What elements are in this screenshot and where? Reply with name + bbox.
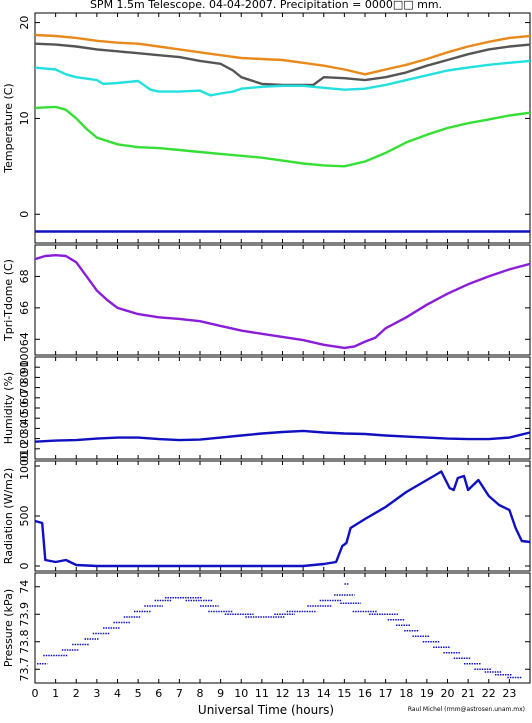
- x-tick-label: 16: [358, 687, 372, 700]
- x-axis-label: Universal Time (hours): [198, 703, 334, 717]
- x-tick-label: 3: [93, 687, 100, 700]
- panel-frame: [34, 356, 531, 460]
- x-tick-label: 5: [135, 687, 142, 700]
- panel-frame: [34, 460, 531, 572]
- y-tick-label: 70: [18, 381, 31, 395]
- y-tick-label: 66: [18, 301, 31, 315]
- y-axis-label: Tpri-Tdome (C): [2, 259, 15, 342]
- x-tick-label: 23: [502, 687, 516, 700]
- y-tick-label: 90: [18, 360, 31, 374]
- x-tick-label: 4: [114, 687, 121, 700]
- x-tick-label: 14: [317, 687, 331, 700]
- y-tick-label: 20: [18, 16, 31, 30]
- series-line-0: [34, 254, 531, 350]
- x-axis: 0 1 2 3 4 5 6 7 8 9 10 11 12 13 14 15 16 17 18 19 20 21 22 23: [32, 687, 517, 700]
- y-tick-label: 500: [18, 506, 31, 527]
- x-tick-label: 8: [197, 687, 204, 700]
- y-axis-label: Humidity (%): [2, 372, 15, 444]
- y-tick-label: 73.9: [18, 602, 31, 627]
- y-tick-label: 80: [18, 370, 31, 384]
- y-tick-label: 30: [18, 421, 31, 435]
- y-tick-label: 0: [18, 211, 31, 218]
- y-tick-label: 1000: [18, 452, 31, 480]
- y-tick-label: 0: [18, 456, 31, 463]
- y-tick-label: 40: [18, 411, 31, 425]
- y-tick-label: 10: [18, 111, 31, 125]
- y-tick-label: 0: [18, 563, 31, 570]
- y-tick-label: 10: [18, 442, 31, 456]
- x-tick-label: 18: [399, 687, 413, 700]
- panel-frame: [34, 12, 531, 244]
- x-tick-label: 22: [482, 687, 496, 700]
- x-tick-label: 11: [255, 687, 269, 700]
- y-tick-label: 68: [18, 269, 31, 283]
- credit-text: Raul Michel (rmm@astrosen.unam.mx): [408, 706, 525, 713]
- x-tick-label: 7: [176, 687, 183, 700]
- y-tick-label: 73.7: [18, 657, 31, 682]
- x-tick-label: 20: [441, 687, 455, 700]
- x-tick-label: 6: [155, 687, 162, 700]
- x-tick-label: 17: [379, 687, 393, 700]
- y-tick-label: 60: [18, 391, 31, 405]
- x-tick-label: 1: [52, 687, 59, 700]
- panel-frame: [34, 244, 531, 356]
- y-axis-label: Radiation (W/m2): [2, 468, 15, 564]
- y-tick-label: 100: [18, 347, 31, 368]
- x-tick-label: 9: [217, 687, 224, 700]
- series-line-0: [34, 470, 531, 568]
- panel-0: 0 10 20 Temperature (C): [2, 12, 531, 244]
- x-tick-label: 0: [32, 687, 39, 700]
- y-tick-label: 20: [18, 432, 31, 446]
- y-axis-label: Temperature (C): [2, 83, 15, 173]
- x-tick-label: 13: [296, 687, 310, 700]
- y-tick-label: 74: [18, 580, 31, 594]
- y-tick-label: 50: [18, 401, 31, 415]
- series-line-2: [34, 59, 531, 97]
- x-tick-label: 19: [420, 687, 434, 700]
- y-tick-label: 64: [18, 332, 31, 346]
- chart-title: SPM 1.5m Telescope. 04-04-2007. Precipit…: [90, 0, 442, 11]
- y-tick-label: 73.8: [18, 630, 31, 655]
- y-axis-label: Pressure (kPa): [2, 589, 15, 667]
- series-line-0: [34, 429, 531, 443]
- x-tick-label: 12: [276, 687, 290, 700]
- series-line-3: [34, 105, 531, 168]
- x-tick-label: 2: [73, 687, 80, 700]
- x-tick-label: 10: [234, 687, 248, 700]
- x-tick-label: 21: [461, 687, 475, 700]
- series-line-0: [34, 33, 531, 76]
- x-tick-label: 15: [337, 687, 351, 700]
